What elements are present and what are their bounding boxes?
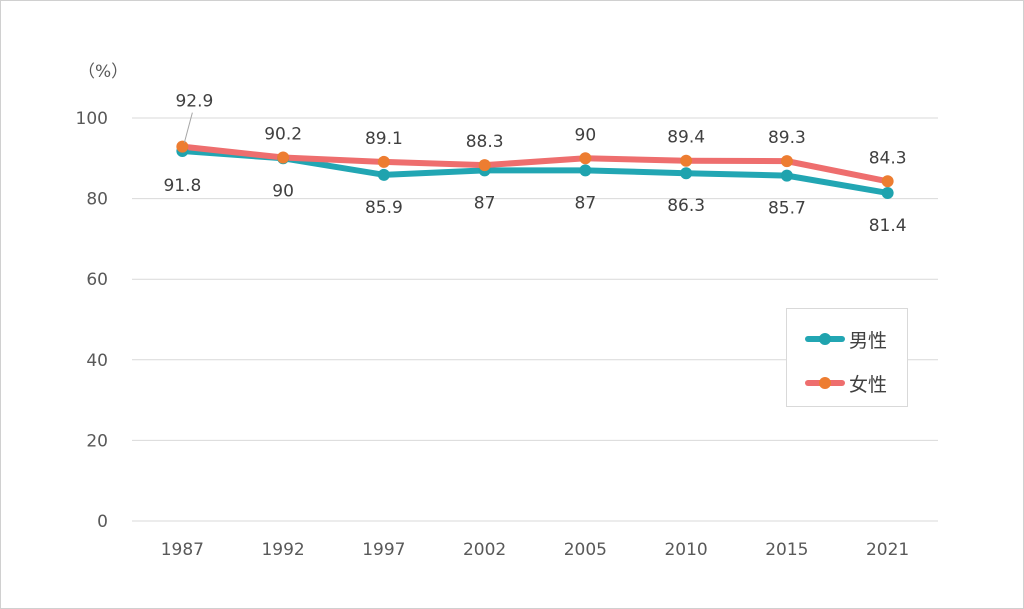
data-label-s1-2002: 88.3 bbox=[466, 132, 504, 152]
marker-s0-2005 bbox=[579, 164, 592, 177]
data-label-s1-1997: 89.1 bbox=[365, 129, 403, 149]
data-label-s0-2002: 87 bbox=[474, 193, 496, 213]
y-tick-label-40: 40 bbox=[86, 351, 108, 371]
data-label-s1-2015: 89.3 bbox=[768, 128, 806, 148]
marker-s1-2021 bbox=[881, 175, 894, 188]
data-label-s1-2021: 84.3 bbox=[869, 148, 907, 168]
series-line-1 bbox=[179, 143, 891, 185]
data-label-s0-1987: 91.8 bbox=[163, 176, 201, 196]
x-tick-label-2002: 2002 bbox=[463, 540, 506, 560]
data-label-s0-1997: 85.9 bbox=[365, 198, 403, 218]
series-markers bbox=[176, 140, 894, 199]
legend-item-male: 男性 bbox=[805, 327, 888, 352]
legend: 男性 女性 bbox=[786, 308, 908, 407]
legend-item-female: 女性 bbox=[805, 371, 888, 396]
x-tick-label-2010: 2010 bbox=[664, 540, 707, 560]
marker-s1-1987 bbox=[176, 140, 189, 153]
y-tick-label-20: 20 bbox=[86, 431, 108, 451]
x-tick-label-1992: 1992 bbox=[261, 540, 304, 560]
x-tick-label-2005: 2005 bbox=[564, 540, 607, 560]
x-tick-label-2015: 2015 bbox=[765, 540, 808, 560]
y-tick-label-80: 80 bbox=[86, 190, 108, 210]
x-tick-label-2021: 2021 bbox=[866, 540, 909, 560]
legend-swatch-female bbox=[805, 371, 845, 395]
marker-s1-2015 bbox=[780, 155, 793, 168]
x-tick-label-1987: 1987 bbox=[161, 540, 204, 560]
x-tick-label-1997: 1997 bbox=[362, 540, 405, 560]
data-labels: 91.8 90 85.9 87 87 86.3 85.7 81.4 92.9 90.2 89.1 88… bbox=[163, 92, 906, 236]
y-tick-labels: 0 20 40 60 80 100 bbox=[76, 109, 108, 532]
leader-line-female-1987 bbox=[183, 112, 193, 143]
data-label-s0-2005: 87 bbox=[575, 193, 597, 213]
marker-s0-2015 bbox=[780, 169, 793, 182]
marker-s0-1997 bbox=[377, 168, 390, 181]
legend-label-male: 男性 bbox=[849, 329, 888, 352]
y-tick-label-60: 60 bbox=[86, 270, 108, 290]
legend-label-female: 女性 bbox=[849, 373, 888, 396]
marker-s1-2005 bbox=[579, 152, 592, 165]
x-tick-labels: 1987 1992 1997 2002 2005 2010 2015 2021 bbox=[161, 540, 910, 560]
y-tick-label-0: 0 bbox=[97, 512, 108, 532]
data-label-s0-2015: 85.7 bbox=[768, 199, 806, 219]
series-lines bbox=[179, 143, 891, 196]
y-axis-unit-label: （%） bbox=[78, 62, 128, 82]
data-label-s1-2010: 89.4 bbox=[667, 128, 705, 148]
data-label-s0-2010: 86.3 bbox=[667, 196, 705, 216]
data-label-s0-1992: 90 bbox=[272, 181, 294, 201]
data-label-s1-1992: 90.2 bbox=[264, 124, 302, 144]
marker-s1-1997 bbox=[377, 155, 390, 168]
marker-s0-2010 bbox=[680, 167, 693, 180]
data-label-s0-2021: 81.4 bbox=[869, 216, 907, 236]
legend-swatch-male bbox=[805, 327, 845, 351]
marker-s1-2010 bbox=[680, 154, 693, 167]
marker-s0-2021 bbox=[881, 186, 894, 199]
data-label-s1-2005: 90 bbox=[575, 125, 597, 145]
y-tick-label-100: 100 bbox=[76, 109, 108, 129]
data-label-s1-1987: 92.9 bbox=[175, 92, 213, 112]
marker-s1-1992 bbox=[277, 151, 290, 164]
marker-s1-2002 bbox=[478, 159, 491, 172]
